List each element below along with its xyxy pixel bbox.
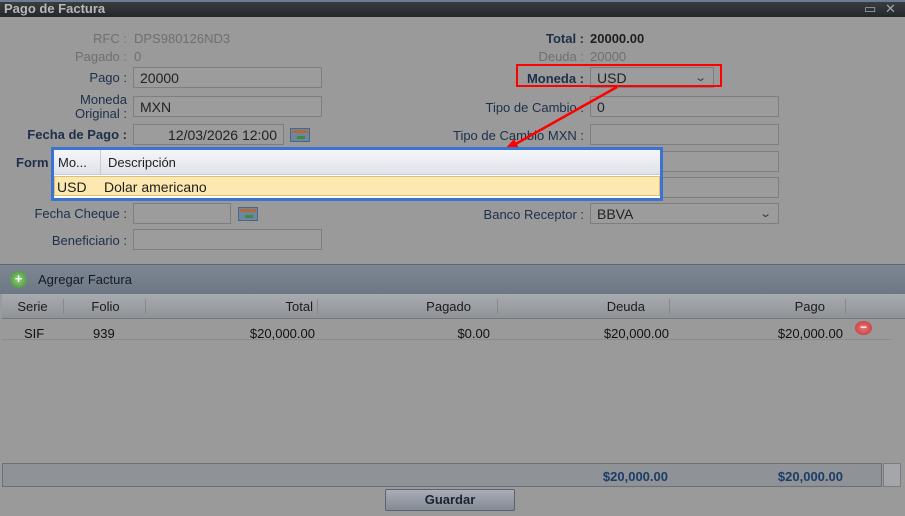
- cell-pago: $20,000.00: [777, 326, 843, 341]
- moneda-original-input[interactable]: MXN: [133, 96, 322, 117]
- pago-label: Pago :: [89, 70, 127, 85]
- deuda-value: 20000: [590, 49, 627, 64]
- tipo-cambio-mxn-label: Tipo de Cambio MXN :: [452, 128, 584, 143]
- footer-deuda-total: $20,000.00: [602, 469, 668, 484]
- cell-folio: 939: [93, 326, 115, 341]
- pagado-value: 0: [134, 49, 142, 64]
- table-row[interactable]: [2, 319, 892, 340]
- invoice-grid-header: Serie Folio Total Pagado Deuda Pago: [2, 294, 905, 319]
- footer-pago-total: $20,000.00: [777, 469, 843, 484]
- column-header-total[interactable]: Total: [148, 299, 318, 314]
- rfc-label: RFC :: [93, 31, 127, 46]
- tipo-cambio-input[interactable]: 0: [590, 96, 779, 117]
- invoice-grid-footer: $20,000.00 $20,000.00: [2, 463, 882, 487]
- add-icon: +: [10, 271, 27, 288]
- column-header-deuda[interactable]: Deuda: [500, 299, 670, 314]
- pagado-label: Pagado :: [74, 49, 127, 64]
- column-header-folio[interactable]: Folio: [66, 299, 146, 314]
- beneficiario-label: Beneficiario :: [51, 233, 127, 248]
- forma-pago-label: Form: [16, 155, 49, 170]
- chevron-down-icon: ⌄: [758, 208, 772, 220]
- cell-serie: SIF: [24, 326, 45, 341]
- dropdown-option-usd[interactable]: USD Dolar americano: [54, 176, 660, 196]
- cell-deuda: $20,000.00: [603, 326, 669, 341]
- column-header-description[interactable]: Descripción: [108, 155, 176, 170]
- column-header-pagado[interactable]: Pagado: [322, 299, 498, 314]
- banco-receptor-value: BBVA: [597, 206, 634, 222]
- calendar-icon[interactable]: [290, 128, 310, 142]
- invoice-toolbar: + Agregar Factura: [0, 264, 905, 294]
- rfc-value: DPS980126ND3: [134, 31, 231, 46]
- moneda-value: USD: [597, 70, 627, 86]
- option-description: Dolar americano: [104, 179, 207, 195]
- total-value: 20000.00: [590, 31, 645, 46]
- cell-total: $20,000.00: [249, 326, 315, 341]
- column-header-pago[interactable]: Pago: [672, 299, 846, 314]
- dropdown-header: Mo... Descripción: [54, 150, 660, 175]
- annotation-highlight-box: [516, 64, 722, 87]
- fecha-cheque-input[interactable]: [133, 203, 231, 224]
- title-bar: Pago de Factura ▭ ✕: [0, 0, 905, 17]
- option-code: USD: [57, 179, 87, 195]
- moneda-select[interactable]: USD ⌄: [590, 67, 714, 88]
- banco-receptor-select[interactable]: BBVA ⌄: [590, 203, 779, 224]
- close-icon[interactable]: ✕: [885, 1, 896, 16]
- save-button[interactable]: Guardar: [385, 489, 515, 511]
- add-invoice-label: Agregar Factura: [38, 272, 132, 287]
- fecha-pago-label: Fecha de Pago :: [27, 127, 127, 142]
- column-header-code[interactable]: Mo...: [54, 150, 101, 175]
- moneda-dropdown-list: Mo... Descripción USD Dolar americano: [51, 147, 663, 201]
- beneficiario-input[interactable]: [133, 229, 322, 250]
- scrollbar[interactable]: [883, 463, 901, 487]
- tipo-cambio-mxn-input[interactable]: [590, 124, 779, 145]
- column-header-serie[interactable]: Serie: [2, 299, 64, 314]
- moneda-original-label: Moneda Original :: [74, 92, 127, 121]
- banco-receptor-label: Banco Receptor :: [483, 207, 584, 222]
- window-title: Pago de Factura: [4, 1, 106, 16]
- calendar-icon[interactable]: [238, 207, 258, 221]
- cell-pagado: $0.00: [457, 326, 490, 341]
- deuda-label: Deuda :: [538, 49, 584, 64]
- remove-icon[interactable]: −: [855, 321, 872, 335]
- total-label: Total :: [545, 31, 584, 46]
- tipo-cambio-label: Tipo de Cambio :: [485, 100, 584, 115]
- chevron-down-icon: ⌄: [693, 72, 707, 84]
- fecha-pago-input[interactable]: 12/03/2026 12:00: [133, 124, 284, 145]
- fecha-cheque-label: Fecha Cheque :: [34, 206, 127, 221]
- maximize-icon[interactable]: ▭: [864, 1, 877, 16]
- moneda-label: Moneda :: [526, 71, 584, 86]
- pago-input[interactable]: 20000: [133, 67, 322, 88]
